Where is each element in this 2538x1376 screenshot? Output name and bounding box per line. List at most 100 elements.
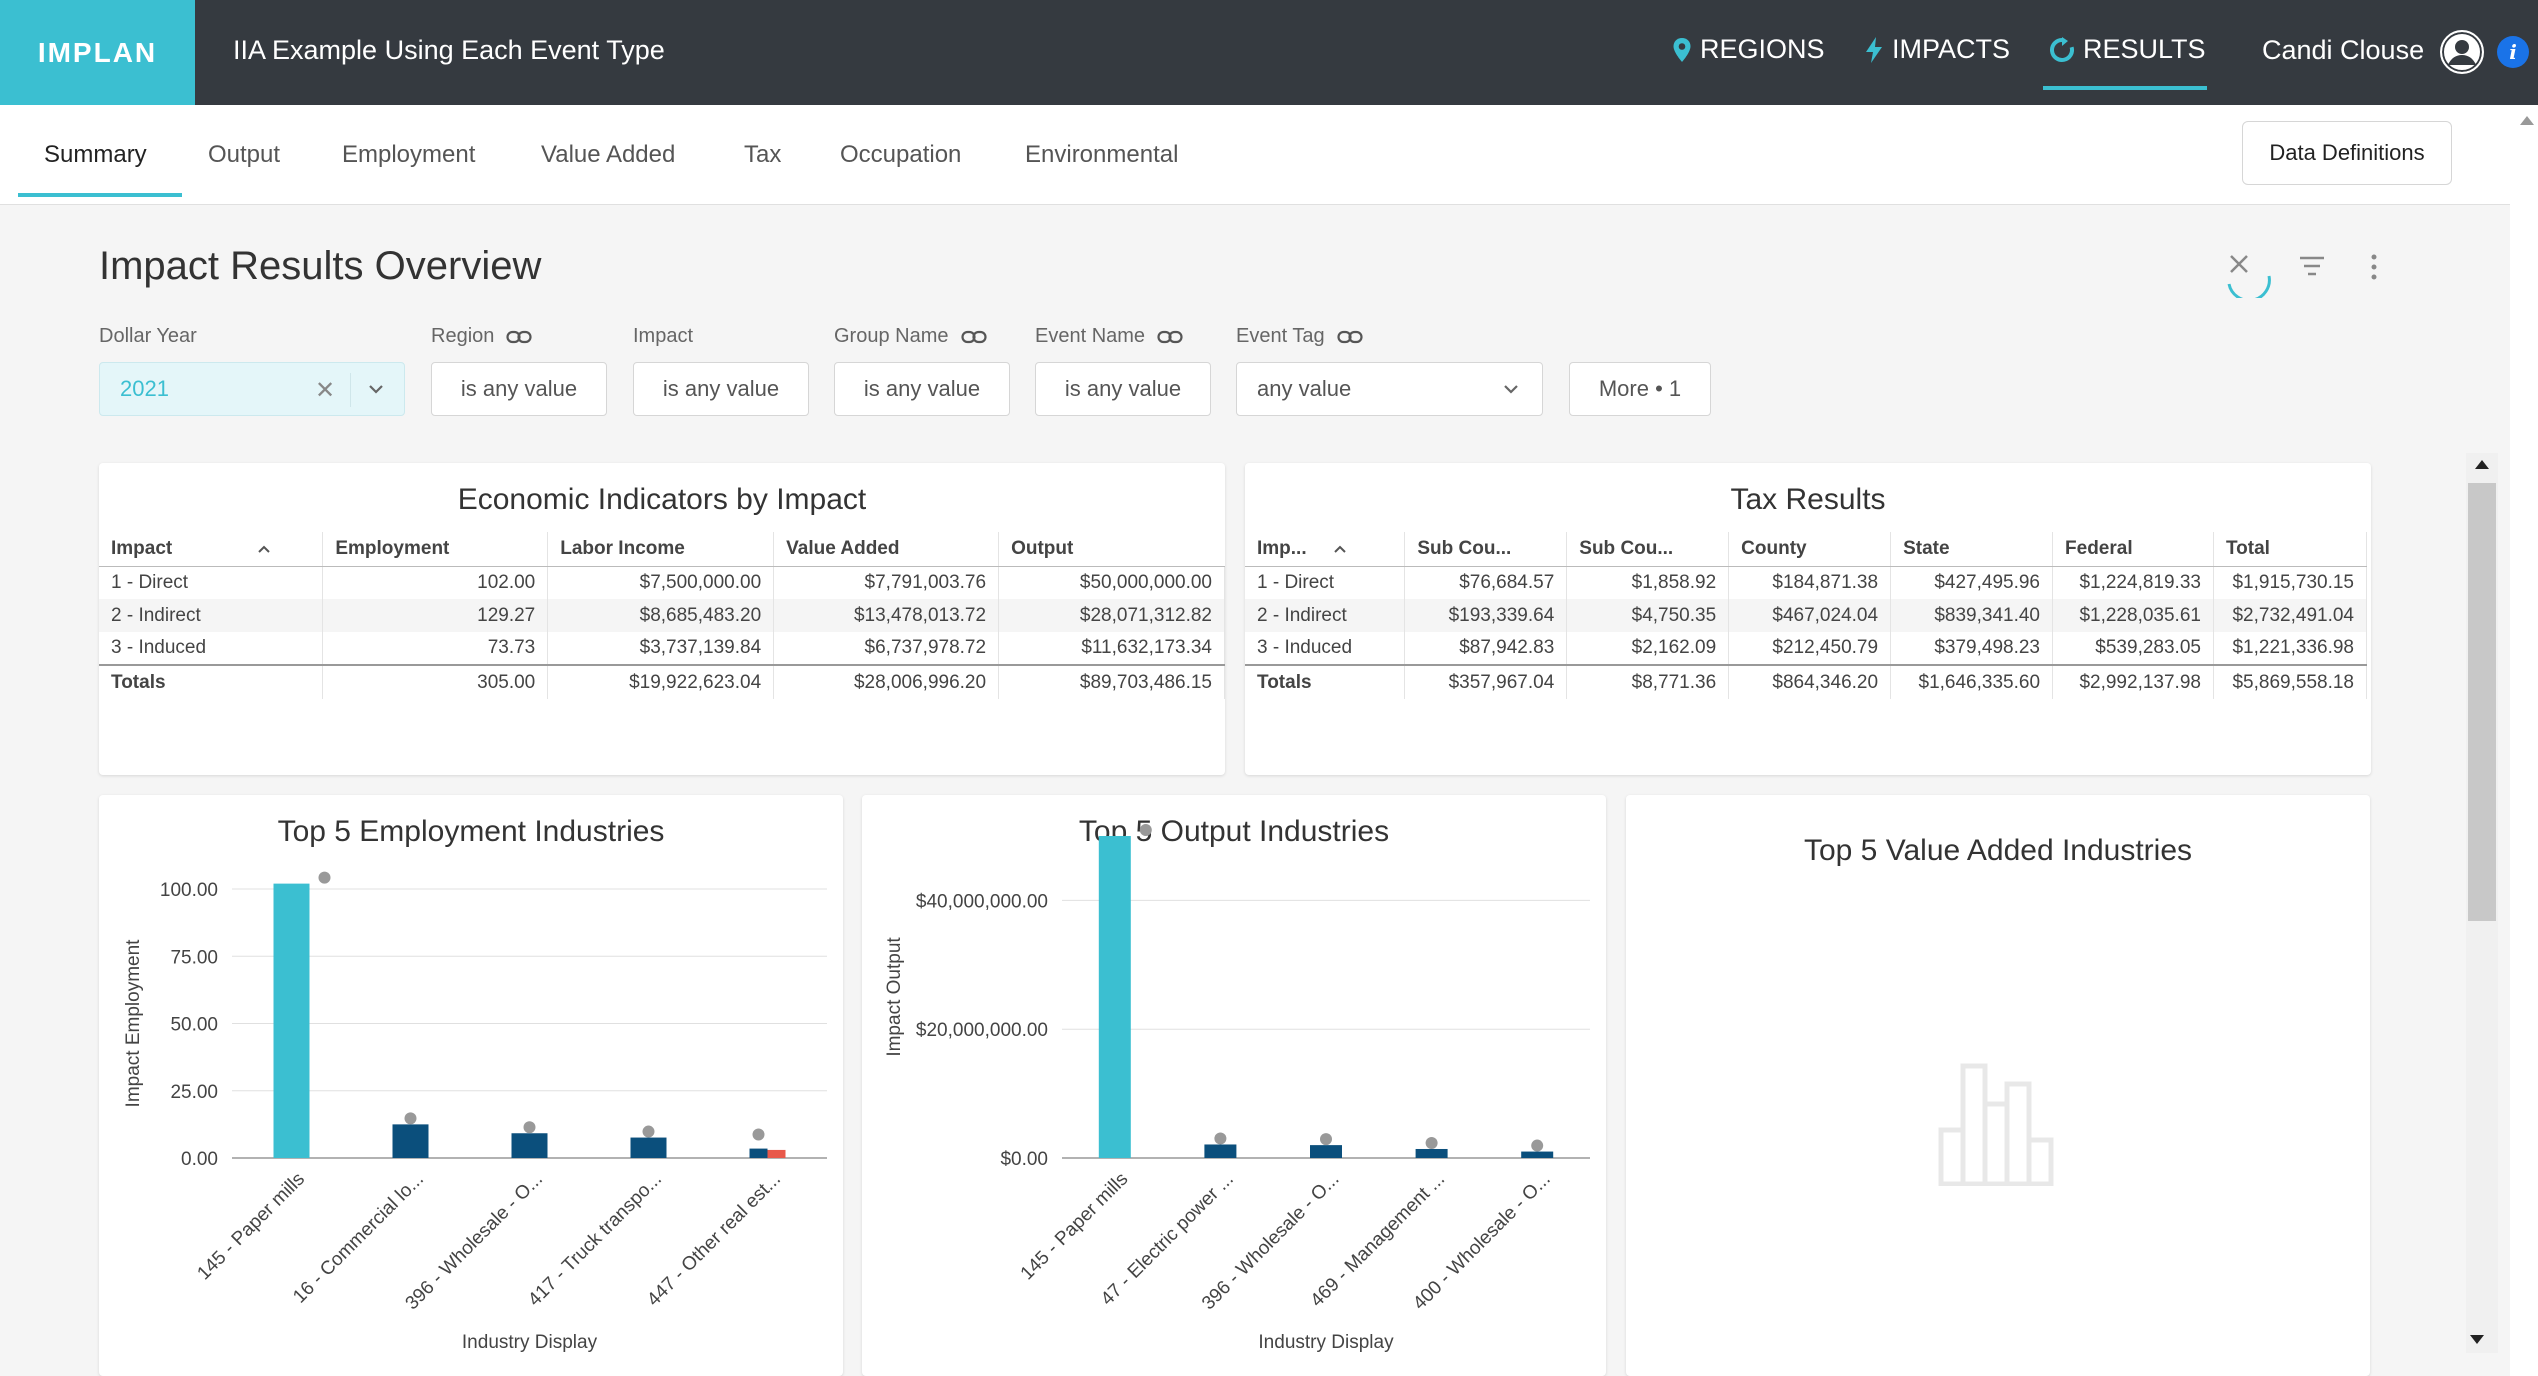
event-name-filter-value: is any value: [1064, 376, 1182, 401]
scroll-down-icon[interactable]: [2470, 1335, 2484, 1344]
filter-label-text: Dollar Year: [99, 325, 197, 347]
filter-label-text: Region: [431, 325, 495, 347]
avatar[interactable]: [2440, 30, 2484, 74]
top-navigation-bar: IMPLAN IIA Example Using Each Event Type…: [0, 0, 2538, 105]
page-scroll-up-icon[interactable]: [2520, 116, 2534, 125]
table-cell: $212,450.79: [1728, 632, 1892, 665]
y-tick-label: $20,000,000.00: [916, 1020, 1048, 1041]
table-cell: 102.00: [322, 566, 549, 599]
sort-ascending-icon[interactable]: [1333, 544, 1347, 554]
more-filters-label: More • 1: [1598, 376, 1682, 401]
column-header[interactable]: Impact: [99, 532, 324, 567]
clear-icon[interactable]: ✕: [315, 377, 336, 404]
results-tab-bar: Summary Output Employment Value Added Ta…: [0, 105, 2510, 205]
bar: [511, 1133, 548, 1158]
chevron-down-icon[interactable]: [366, 373, 386, 407]
table-cell: $2,162.09: [1566, 632, 1730, 665]
event-name-filter[interactable]: is any value: [1035, 362, 1211, 416]
bar: [1204, 1144, 1237, 1158]
tab-employment[interactable]: Employment: [342, 141, 476, 168]
card-title: Top 5 Value Added Industries: [1803, 834, 2193, 867]
tab-output[interactable]: Output: [208, 141, 281, 168]
column-header[interactable]: Federal: [2052, 532, 2214, 567]
implan-logo[interactable]: IMPLAN: [0, 0, 195, 105]
region-filter[interactable]: is any value: [431, 362, 607, 416]
bar: [1415, 1148, 1448, 1158]
more-vertical-icon[interactable]: [2369, 253, 2379, 281]
column-header[interactable]: Imp...: [1245, 532, 1406, 567]
column-header[interactable]: Labor Income: [547, 532, 775, 567]
nav-impacts[interactable]: IMPACTS: [1864, 34, 2010, 65]
tab-value-added[interactable]: Value Added: [541, 141, 676, 168]
table-row: 3 - Induced $87,942.83 $2,162.09 $212,45…: [1245, 632, 2368, 665]
tab-occupation[interactable]: Occupation: [840, 141, 962, 168]
nav-regions[interactable]: REGIONS: [1672, 34, 1825, 65]
tab-summary[interactable]: Summary: [44, 141, 147, 168]
link-icon[interactable]: [960, 330, 987, 344]
table-cell: 73.73: [322, 632, 549, 665]
data-definitions-button[interactable]: Data Definitions: [2242, 121, 2452, 185]
column-header[interactable]: Employment: [322, 532, 549, 567]
total-marker: [1425, 1136, 1438, 1149]
table-cell: $4,750.35: [1566, 599, 1730, 632]
more-filters-button[interactable]: More • 1: [1569, 362, 1711, 416]
totals-row: Totals 305.00 $19,922,623.04 $28,006,996…: [99, 664, 1225, 699]
column-header[interactable]: Total: [2213, 532, 2368, 567]
total-marker: [1214, 1132, 1227, 1145]
table-cell: 2 - Indirect: [1245, 599, 1406, 632]
column-header[interactable]: County: [1728, 532, 1892, 567]
bar: [630, 1137, 667, 1158]
table-cell: $13,478,013.72: [773, 599, 1000, 632]
table-header-row: Imp... Sub Cou... Sub Cou... County Stat…: [1245, 532, 2368, 567]
total-marker: [318, 871, 331, 884]
table-cell: $28,006,996.20: [773, 664, 1000, 699]
link-icon[interactable]: [1336, 330, 1363, 344]
nav-results[interactable]: RESULTS: [2049, 34, 2206, 65]
table-cell: $6,737,978.72: [773, 632, 1000, 665]
filter-label-event-name: Event Name: [1035, 325, 1183, 348]
link-icon[interactable]: [1157, 330, 1183, 344]
info-icon[interactable]: i: [2497, 36, 2529, 68]
table-cell: $357,967.04: [1404, 664, 1568, 699]
filter-label-event-tag: Event Tag: [1236, 325, 1363, 348]
card-title: Top 5 Employment Industries: [277, 815, 665, 848]
filter-label-dollar-year: Dollar Year: [99, 325, 197, 348]
region-filter-value: is any value: [460, 376, 578, 401]
group-name-filter[interactable]: is any value: [834, 362, 1010, 416]
column-header[interactable]: Output: [998, 532, 1225, 567]
column-header[interactable]: Sub Cou...: [1404, 532, 1568, 567]
table-cell: $467,024.04: [1728, 599, 1892, 632]
dollar-year-select[interactable]: 2021 ✕: [99, 362, 405, 416]
employment-bar-chart: 0.00 25.00 50.00 75.00 100.00 Impact Employme…: [123, 871, 827, 1353]
bar: [1310, 1145, 1342, 1158]
table-cell: $28,071,312.82: [998, 599, 1225, 632]
select-divider: [350, 373, 351, 407]
filter-icon[interactable]: [2298, 255, 2326, 277]
table-cell: $76,684.57: [1404, 566, 1568, 599]
event-tag-select[interactable]: any value: [1236, 362, 1543, 416]
sort-ascending-icon[interactable]: [257, 544, 271, 554]
column-header[interactable]: State: [1890, 532, 2054, 567]
link-icon[interactable]: [506, 330, 532, 344]
filter-label-text: Event Name: [1035, 325, 1146, 347]
scroll-up-icon[interactable]: [2475, 460, 2489, 469]
total-marker: [404, 1112, 417, 1125]
column-header[interactable]: Value Added: [773, 532, 1000, 567]
event-tag-value: any value: [1257, 376, 1352, 401]
column-header[interactable]: Sub Cou...: [1566, 532, 1730, 567]
tab-tax[interactable]: Tax: [744, 141, 782, 168]
user-name[interactable]: Candi Clouse: [2262, 35, 2425, 65]
scrollbar-thumb[interactable]: [2468, 483, 2496, 921]
close-icon[interactable]: [2225, 250, 2271, 298]
impact-filter[interactable]: is any value: [633, 362, 809, 416]
table-cell: $539,283.05: [2052, 632, 2214, 665]
page-scrollbar[interactable]: [2510, 105, 2538, 1376]
chevron-down-icon[interactable]: [1501, 373, 1521, 407]
x-axis-label: Industry Display: [462, 1332, 598, 1353]
y-axis-label: Impact Output: [884, 937, 905, 1057]
totals-row: Totals $357,967.04 $8,771.36 $864,346.20…: [1245, 664, 2368, 699]
y-tick-label: $0.00: [1000, 1149, 1048, 1170]
tab-environmental[interactable]: Environmental: [1025, 141, 1179, 168]
card-title: Economic Indicators by Impact: [457, 483, 867, 516]
group-name-filter-value: is any value: [863, 376, 981, 401]
